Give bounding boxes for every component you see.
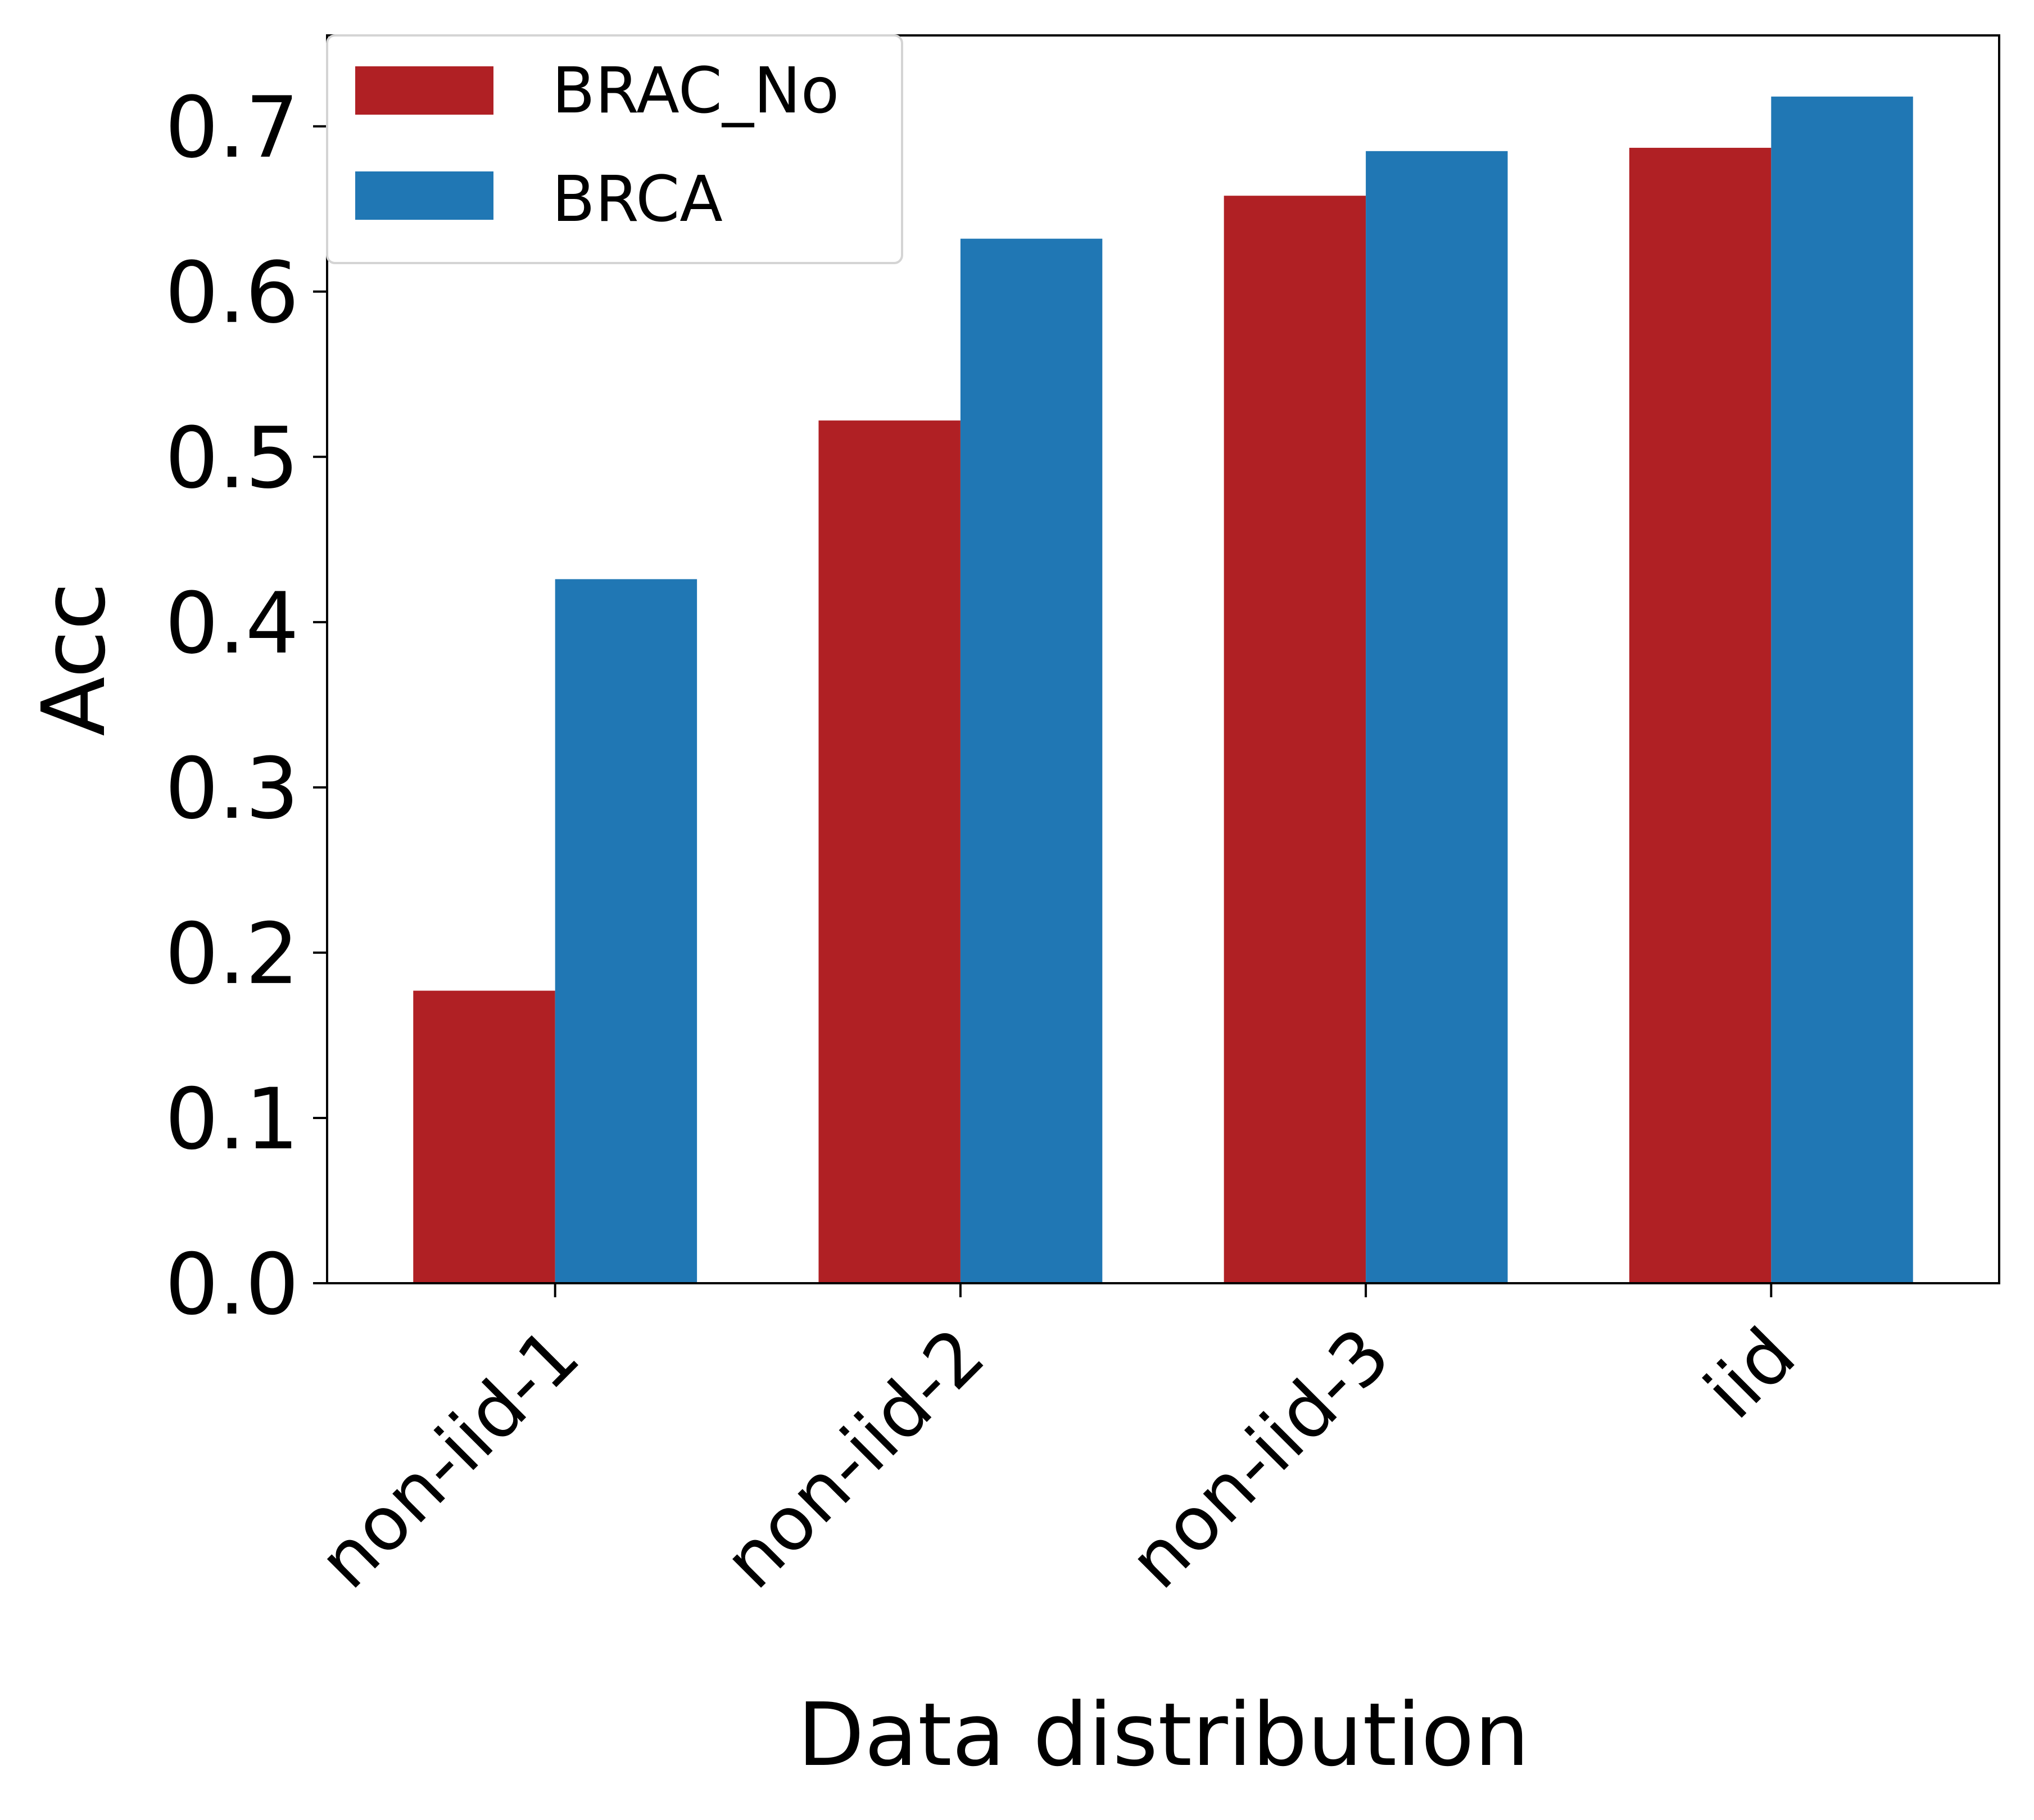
legend-swatch-brac-no: [355, 66, 493, 115]
y-axis-label: Acc: [23, 582, 125, 736]
x-tick-label-iid: iid: [1688, 1312, 1812, 1436]
y-axis: 0.0 0.1 0.2 0.3 0.4 0.5 0.6 0.7: [165, 79, 327, 1334]
bar-brca-non-iid-1: [555, 579, 697, 1283]
y-tick-label: 0.4: [165, 575, 299, 673]
y-tick-label: 0.3: [165, 740, 299, 838]
x-tick-label-non-iid-3: non-iid-3: [1113, 1312, 1407, 1605]
x-tick-label-non-iid-1: non-iid-1: [302, 1312, 596, 1605]
y-tick-label: 0.5: [165, 410, 299, 508]
x-axis: non-iid-1 non-iid-2 non-iid-3 iid: [302, 1283, 1812, 1605]
legend: BRAC_No BRCA: [326, 34, 903, 264]
bar-brac-no-non-iid-3: [1224, 196, 1366, 1284]
bars-layer: [413, 96, 1913, 1284]
bar-brac-no-iid: [1629, 147, 1772, 1283]
y-tick-label: 0.7: [165, 79, 299, 177]
legend-swatch-brca: [355, 171, 493, 220]
y-tick-label: 0.2: [165, 906, 299, 1003]
bar-brca-non-iid-3: [1366, 151, 1508, 1283]
bar-brca-iid: [1771, 96, 1913, 1284]
y-tick-label: 0.1: [165, 1071, 299, 1169]
bar-brca-non-iid-2: [960, 238, 1103, 1283]
bar-brac-no-non-iid-1: [413, 990, 555, 1283]
x-tick-label-non-iid-2: non-iid-2: [708, 1312, 1001, 1605]
bar-brac-no-non-iid-2: [818, 420, 961, 1284]
plot-frame: [326, 34, 2000, 1284]
y-tick-label: 0.6: [165, 245, 299, 342]
y-tick-label: 0.0: [165, 1236, 299, 1334]
legend-label-brac-no: BRAC_No: [552, 55, 839, 128]
legend-label-brca: BRCA: [552, 163, 723, 236]
x-axis-label: Data distribution: [798, 1684, 1530, 1786]
